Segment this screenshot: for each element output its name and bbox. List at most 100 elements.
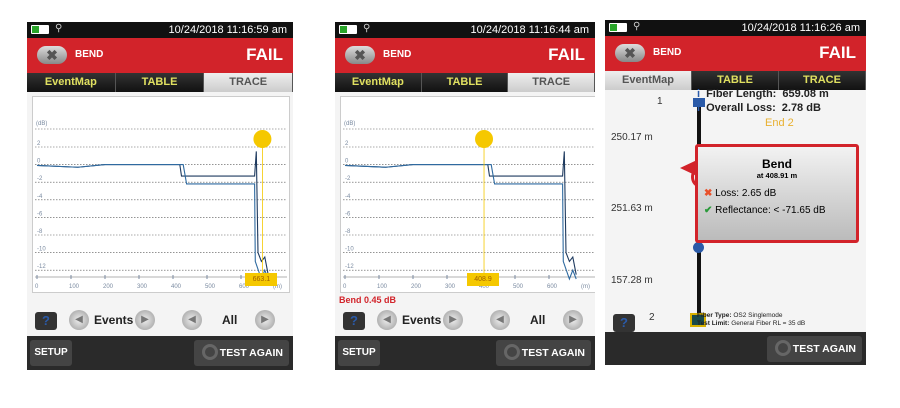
result-header: ✖ BEND FAIL bbox=[27, 38, 293, 73]
x-unit-label: (m) bbox=[581, 284, 590, 290]
refresh-icon bbox=[504, 344, 520, 360]
tab-table[interactable]: TABLE bbox=[115, 73, 205, 92]
test-again-button[interactable]: TEST AGAIN bbox=[496, 340, 591, 366]
otdr-trace-chart[interactable]: (dB) 2 0 -2 -4 -6 -8 -10 -12 0 100 200 300 400 500 600 (… bbox=[32, 96, 290, 293]
help-button[interactable]: ? bbox=[613, 314, 635, 332]
popup-pointer bbox=[680, 160, 697, 176]
setup-button[interactable]: SETUP bbox=[338, 340, 380, 366]
bottom-bar: SETUP TEST AGAIN bbox=[335, 336, 595, 370]
events-prev-button[interactable]: ◀ bbox=[377, 310, 397, 330]
help-button[interactable]: ? bbox=[343, 312, 365, 330]
x-unit-label: (m) bbox=[273, 284, 282, 290]
x-tick-label: 100 bbox=[69, 284, 80, 290]
result-header: ✖ BEND FAIL bbox=[605, 36, 866, 71]
trace-svg[interactable]: (dB) 2 0 -2 -4 -6 -8 -10 -12 0 100 200 300 400 500 600 (… bbox=[33, 97, 289, 292]
tab-bar: EventMap TABLE TRACE bbox=[335, 73, 595, 92]
cursor-handle bbox=[475, 130, 494, 148]
tab-trace[interactable]: TRACE bbox=[508, 73, 595, 92]
all-prev-button[interactable]: ◀ bbox=[182, 310, 202, 330]
trace-line bbox=[36, 164, 269, 281]
events-label: Events bbox=[402, 313, 442, 327]
fiber-length-row: i Fiber Length: 659.08 m bbox=[697, 88, 829, 100]
fail-x-icon: ✖ bbox=[704, 188, 713, 199]
navigation-controls: ? ◀ Events ▶ ◀ All ▶ bbox=[27, 310, 293, 334]
end-label: End 2 bbox=[765, 117, 794, 129]
close-button[interactable]: ✖ bbox=[37, 46, 67, 64]
events-next-button[interactable]: ▶ bbox=[443, 310, 463, 330]
test-again-label: TEST AGAIN bbox=[792, 343, 856, 355]
event-name: BEND bbox=[653, 47, 682, 58]
node-start-icon[interactable] bbox=[693, 98, 705, 107]
test-limit-label: Test Limit: bbox=[697, 320, 730, 327]
fiber-length-label: Fiber Length: bbox=[706, 88, 777, 100]
close-button[interactable]: ✖ bbox=[615, 44, 645, 62]
x-tick-label: 600 bbox=[547, 284, 558, 290]
test-again-label: TEST AGAIN bbox=[521, 347, 585, 359]
all-next-button[interactable]: ▶ bbox=[563, 310, 583, 330]
test-limit-value: General Fiber RL = 35 dB bbox=[731, 320, 806, 327]
cursor-handle bbox=[253, 130, 272, 148]
event-name: BEND bbox=[75, 49, 104, 60]
tab-eventmap[interactable]: EventMap bbox=[335, 73, 422, 92]
x-tick-label: 100 bbox=[377, 284, 388, 290]
popup-loss: Loss: 2.65 dB bbox=[715, 188, 777, 199]
events-prev-button[interactable]: ◀ bbox=[69, 310, 89, 330]
tab-table[interactable]: TABLE bbox=[421, 73, 509, 92]
event-popup[interactable]: Bend at 408.91 m ✖ Loss: 2.65 dB ✔ Refle… bbox=[695, 144, 859, 243]
overall-loss-value: 2.78 dB bbox=[781, 102, 821, 114]
trace-line bbox=[344, 164, 577, 281]
navigation-controls: ? ◀ Events ▶ ◀ All ▶ bbox=[335, 310, 595, 334]
y-tick-label: 2 bbox=[345, 141, 349, 147]
pass-check-icon: ✔ bbox=[704, 205, 713, 216]
result-status: FAIL bbox=[246, 45, 283, 64]
x-tick-label: 600 bbox=[239, 284, 250, 290]
node-end-icon[interactable] bbox=[690, 313, 706, 327]
status-bar: ⚲ 10/24/2018 11:16:26 am bbox=[605, 20, 866, 36]
popup-title: Bend bbox=[762, 157, 792, 171]
tab-bar: EventMap TABLE TRACE bbox=[605, 71, 866, 90]
all-prev-button[interactable]: ◀ bbox=[490, 310, 510, 330]
help-button[interactable]: ? bbox=[35, 312, 57, 330]
bottom-bar: TEST AGAIN bbox=[605, 332, 866, 365]
setup-button[interactable]: SETUP bbox=[30, 340, 72, 366]
y-tick-label: -8 bbox=[345, 229, 351, 235]
segment-length-3: 157.28 m bbox=[611, 275, 653, 286]
node-start-label: 1 bbox=[657, 96, 663, 107]
events-label: Events bbox=[94, 313, 134, 327]
y-tick-label: 0 bbox=[345, 159, 349, 165]
test-again-button[interactable]: TEST AGAIN bbox=[767, 336, 862, 362]
tab-eventmap[interactable]: EventMap bbox=[605, 71, 692, 90]
test-again-button[interactable]: TEST AGAIN bbox=[194, 340, 289, 366]
tab-trace[interactable]: TRACE bbox=[779, 71, 866, 90]
x-tick-label: 0 bbox=[343, 284, 347, 290]
tab-eventmap[interactable]: EventMap bbox=[27, 73, 116, 92]
trace-screen-2: ⚲ 10/24/2018 11:16:44 am ✖ BEND FAIL EventM… bbox=[335, 22, 595, 370]
result-header: ✖ BEND FAIL bbox=[335, 38, 595, 73]
refresh-icon bbox=[202, 344, 218, 360]
bottom-bar: SETUP TEST AGAIN bbox=[27, 336, 293, 370]
result-status: FAIL bbox=[548, 45, 585, 64]
cursor-distance-label[interactable]: 408.9 bbox=[467, 273, 500, 286]
otdr-trace-chart[interactable]: (dB) 2 0 -2 -4 -6 -8 -10 -12 0 100 200 300 400 500 600 (… bbox=[340, 96, 595, 293]
events-next-button[interactable]: ▶ bbox=[135, 310, 155, 330]
tab-table[interactable]: TABLE bbox=[692, 71, 779, 90]
fiber-type-label: Fiber Type: bbox=[697, 312, 732, 319]
eventmap-screen: ⚲ 10/24/2018 11:16:26 am ✖ BEND FAIL Eve… bbox=[605, 20, 866, 365]
cursor-distance-label[interactable]: 663.1 bbox=[245, 273, 278, 286]
close-button[interactable]: ✖ bbox=[345, 46, 375, 64]
y-tick-label: 0 bbox=[37, 159, 41, 165]
tab-trace[interactable]: TRACE bbox=[204, 73, 293, 92]
x-tick-label: 400 bbox=[479, 284, 490, 290]
status-bar: ⚲ 10/24/2018 11:16:59 am bbox=[27, 22, 293, 38]
all-next-button[interactable]: ▶ bbox=[255, 310, 275, 330]
trace-svg[interactable]: (dB) 2 0 -2 -4 -6 -8 -10 -12 0 100 200 300 400 500 600 (… bbox=[341, 97, 595, 292]
battery-icon bbox=[339, 25, 357, 34]
status-time: 10/24/2018 11:16:59 am bbox=[168, 24, 287, 36]
event-node-icon[interactable] bbox=[693, 242, 704, 253]
all-label: All bbox=[530, 313, 546, 327]
location-icon: ⚲ bbox=[55, 23, 63, 34]
overall-loss-row: i Overall Loss: 2.78 dB bbox=[697, 102, 821, 114]
y-tick-label: 2 bbox=[37, 141, 41, 147]
x-tick-label: 500 bbox=[513, 284, 524, 290]
y-tick-label: -2 bbox=[345, 176, 351, 182]
